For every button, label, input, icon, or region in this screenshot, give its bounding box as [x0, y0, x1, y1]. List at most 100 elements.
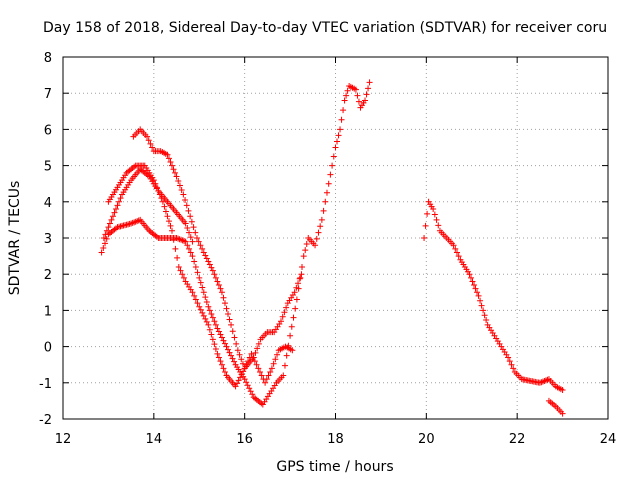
data-point [290, 314, 297, 321]
data-point [341, 97, 348, 104]
data-point [172, 169, 179, 176]
series-track-2 [100, 166, 196, 245]
data-point [474, 289, 481, 296]
data-point [241, 365, 248, 372]
y-tick-label: 4 [44, 196, 52, 211]
data-point [209, 267, 216, 274]
data-point [293, 296, 300, 303]
data-point [175, 177, 182, 184]
y-tick-label: 0 [44, 341, 52, 356]
data-point [322, 198, 329, 205]
data-point [281, 309, 288, 316]
data-point [291, 289, 298, 296]
data-point [193, 235, 200, 241]
data-point [254, 345, 261, 352]
data-point [263, 376, 270, 383]
data-point [211, 341, 218, 348]
data-point [214, 350, 221, 357]
data-point [192, 229, 199, 236]
data-point [202, 252, 209, 259]
data-point [299, 263, 306, 270]
data-point [169, 162, 175, 169]
series-track-6 [545, 397, 566, 417]
data-point [169, 227, 175, 234]
x-tick-label: 24 [600, 432, 617, 447]
data-point [478, 302, 485, 309]
data-point [149, 144, 156, 151]
data-point [175, 263, 182, 270]
data-point [422, 222, 429, 229]
data-point [313, 235, 320, 242]
data-point [231, 358, 238, 365]
data-point [243, 361, 250, 368]
data-point [214, 325, 221, 332]
data-point [218, 361, 225, 368]
data-point [506, 358, 513, 365]
data-point [187, 213, 194, 220]
data-point [217, 331, 224, 338]
data-point [325, 180, 332, 187]
data-point [280, 372, 287, 379]
data-point [225, 346, 232, 353]
data-point [303, 241, 310, 248]
y-tick-label: 2 [44, 268, 52, 283]
data-point [187, 249, 194, 256]
data-point [253, 361, 260, 368]
data-point [366, 79, 373, 86]
data-point [202, 315, 209, 322]
data-point [196, 274, 203, 281]
data-point [98, 249, 105, 256]
data-point [178, 187, 185, 194]
y-tick-label: 7 [44, 87, 52, 102]
x-tick-label: 18 [327, 432, 344, 447]
data-point [288, 323, 295, 330]
data-point [229, 328, 236, 335]
data-point [433, 216, 440, 223]
data-point [508, 361, 515, 368]
data-point [205, 258, 212, 265]
data-point [102, 231, 109, 238]
chart-title: Day 158 of 2018, Sidereal Day-to-day VTE… [43, 20, 607, 36]
data-point [164, 213, 171, 220]
data-point [469, 278, 476, 285]
data-point [212, 274, 219, 281]
x-tick-label: 16 [236, 432, 253, 447]
data-point [252, 349, 259, 356]
x-tick-label: 14 [146, 432, 163, 447]
data-point [278, 318, 284, 325]
data-point [435, 222, 442, 229]
data-point [223, 305, 230, 312]
data-point [477, 297, 484, 304]
data-point [183, 202, 190, 209]
data-point [211, 271, 218, 278]
data-point [262, 379, 269, 386]
data-point [220, 294, 227, 301]
data-point [155, 187, 162, 194]
data-point [289, 347, 296, 354]
data-point [197, 242, 204, 249]
data-point [338, 116, 345, 123]
grid-lines [63, 57, 608, 419]
data-point [173, 173, 180, 180]
data-point [208, 264, 215, 271]
series-track-3 [105, 162, 305, 390]
data-point [312, 242, 319, 249]
x-tick-labels: 12 14 16 18 20 22 24 [55, 432, 617, 447]
data-point [144, 133, 151, 140]
data-point [251, 358, 258, 365]
data-point [467, 274, 474, 281]
data-point [188, 218, 195, 225]
data-point [206, 307, 213, 314]
data-point [472, 285, 479, 292]
data-point [195, 238, 202, 245]
data-point [165, 155, 172, 162]
data-point [332, 144, 339, 151]
data-point [212, 346, 219, 353]
data-point [161, 203, 168, 210]
data-point [208, 331, 215, 338]
data-point [185, 207, 192, 214]
data-point [186, 245, 193, 252]
data-point [471, 282, 478, 289]
data-point [283, 304, 290, 311]
data-point [475, 292, 482, 299]
